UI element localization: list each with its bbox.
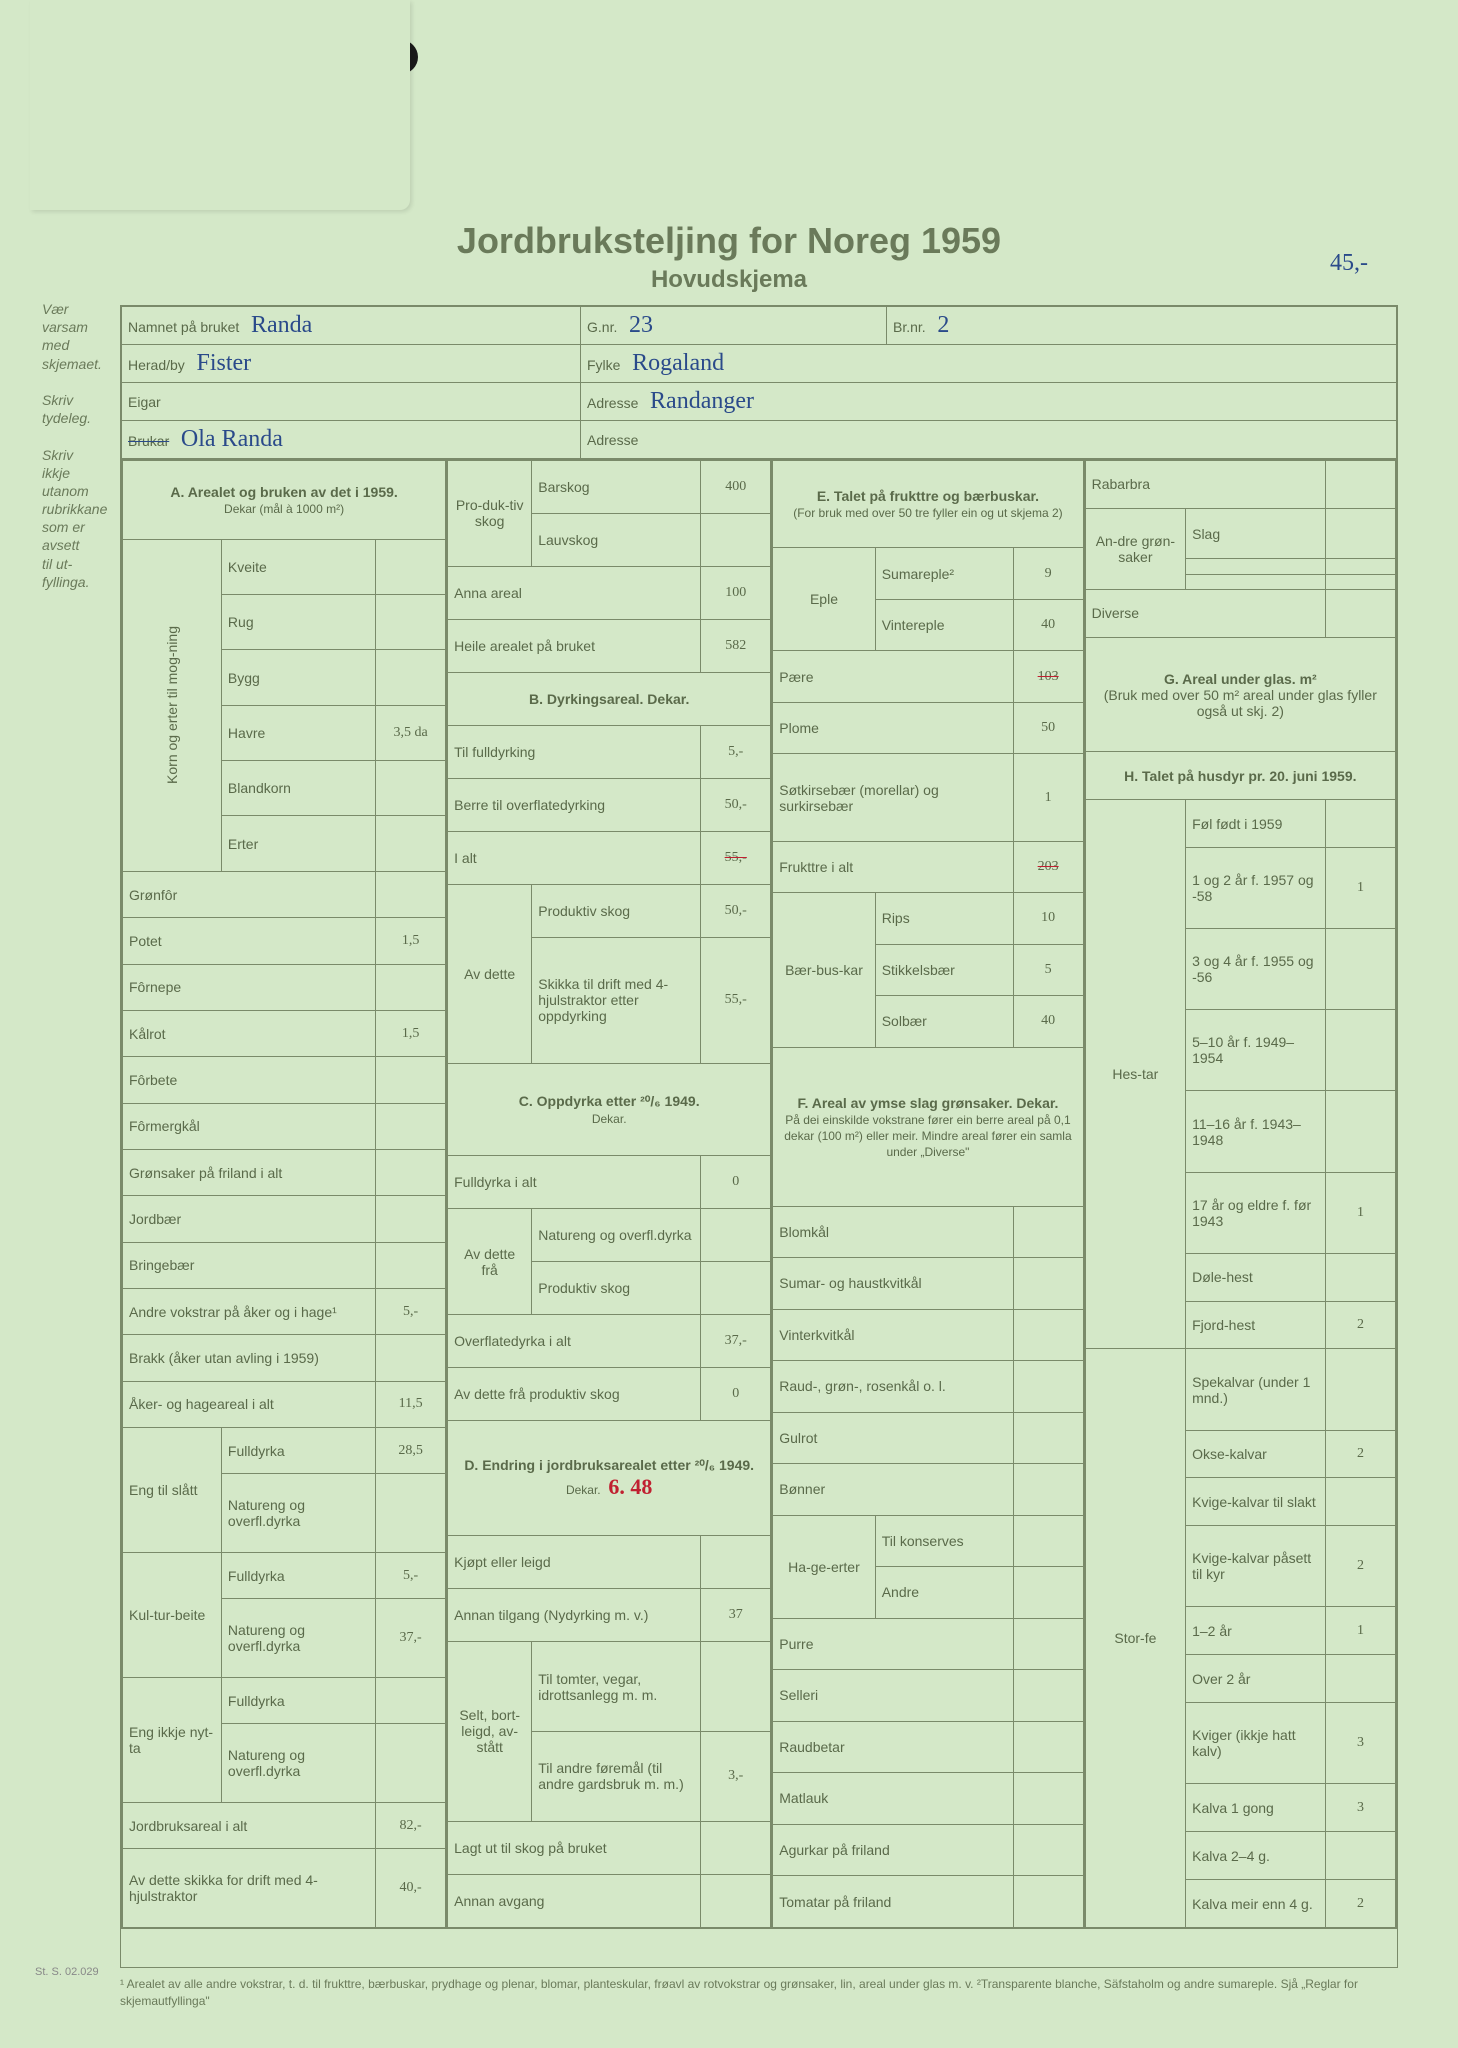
document-id: St. S. 02.029 bbox=[35, 1966, 99, 1978]
fylke-label: Fylke bbox=[587, 357, 620, 373]
fylke-value: Rogaland bbox=[632, 350, 724, 376]
brukar-value: Ola Randa bbox=[181, 426, 283, 452]
margin-instructions: Værvarsammedskjemaet.Skrivtydeleg.Skrivi… bbox=[42, 300, 106, 591]
header-table: Namnet på bruket Randa G.nr. 23 Br.nr. 2… bbox=[121, 306, 1397, 459]
section-e-header: E. Talet på frukttre og bærbuskar.(For b… bbox=[773, 461, 1083, 548]
page-number: 45,- bbox=[1330, 250, 1368, 277]
title-line2: Hovudskjema bbox=[0, 266, 1458, 294]
herad-value: Fister bbox=[196, 350, 251, 376]
section-c-header: C. Oppdyrka etter ²⁰/₆ 1949.Dekar. bbox=[448, 1064, 771, 1156]
brukar-label: Brukar bbox=[128, 433, 169, 449]
korn-label: Korn og erter til mog-ning bbox=[123, 539, 222, 871]
section-g-header: G. Areal under glas. m²(Bruk med over 50… bbox=[1085, 637, 1395, 751]
farm-value: Randa bbox=[251, 312, 312, 338]
title-line1: Jordbruksteljing for Noreg 1959 bbox=[0, 220, 1458, 262]
gnr-value: 23 bbox=[629, 312, 653, 338]
section-a-header: A. Arealet og bruken av det i 1959. Deka… bbox=[123, 461, 446, 540]
adresse-label: Adresse bbox=[587, 395, 638, 411]
adresse-value: Randanger bbox=[650, 388, 754, 414]
header-tab bbox=[30, 0, 410, 210]
section-h-header: H. Talet på husdyr pr. 20. juni 1959. bbox=[1085, 752, 1395, 800]
gnr-label: G.nr. bbox=[587, 319, 617, 335]
herad-label: Herad/by bbox=[128, 357, 185, 373]
brnr-value: 2 bbox=[937, 312, 949, 338]
eigar-label: Eigar bbox=[128, 394, 161, 410]
farm-label: Namnet på bruket bbox=[128, 319, 239, 335]
section-d-header: D. Endring i jordbruksarealet etter ²⁰/₆… bbox=[448, 1421, 771, 1536]
brnr-label: Br.nr. bbox=[893, 319, 926, 335]
footnote: ¹ Arealet av alle andre vokstrar, t. d. … bbox=[120, 1976, 1398, 2010]
form-page: Statistisk Sentralbyrå Dronningensgt. 16… bbox=[0, 0, 1458, 2048]
section-b-header: B. Dyrkingsareal. Dekar. bbox=[448, 672, 771, 725]
main-title: Jordbruksteljing for Noreg 1959 Hovudskj… bbox=[0, 220, 1458, 294]
adresse2-label: Adresse bbox=[587, 432, 638, 448]
section-f-header: F. Areal av ymse slag grønsaker. Dekar.P… bbox=[773, 1047, 1083, 1206]
main-form: Namnet på bruket Randa G.nr. 23 Br.nr. 2… bbox=[120, 305, 1398, 1968]
body-table: A. Arealet og bruken av det i 1959. Deka… bbox=[121, 459, 1397, 1929]
